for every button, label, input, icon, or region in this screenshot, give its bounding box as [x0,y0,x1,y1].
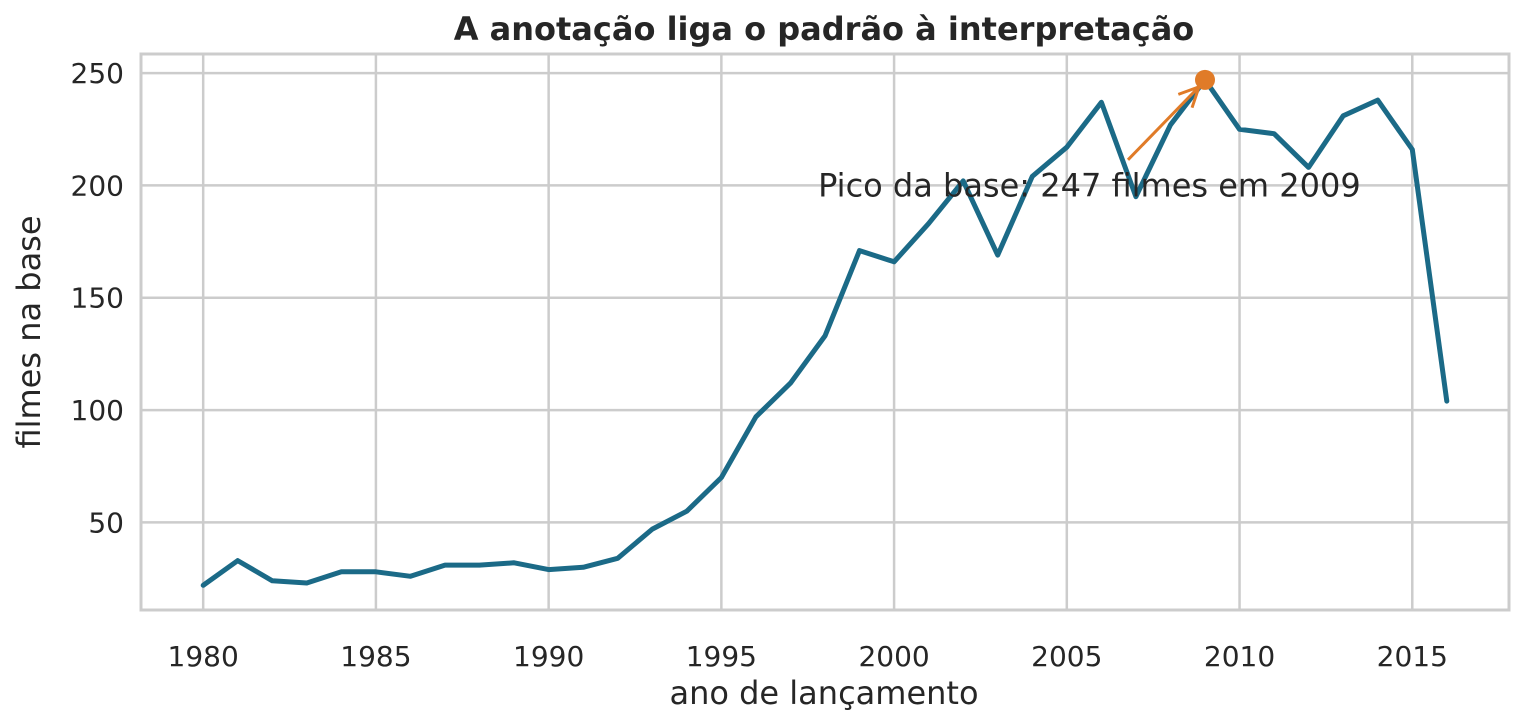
y-tick-label: 200 [71,169,124,202]
annotation-arrowhead [1177,84,1202,109]
x-tick-label: 1980 [168,640,239,673]
x-tick-label: 1995 [686,640,757,673]
annotation-arrow [1126,85,1201,161]
x-axis-title: ano de lançamento [669,674,978,712]
annotation-layer: Pico da base: 247 filmes em 2009 [818,69,1361,204]
y-tick-label: 100 [71,394,124,427]
peak-marker [1195,69,1215,90]
y-tick-label: 50 [88,506,124,539]
series-line [200,77,1450,588]
annotation-text: Pico da base: 247 filmes em 2009 [818,166,1361,204]
x-tick-label: 2005 [1031,640,1102,673]
y-tick-labels: 50 100 150 200 250 [71,57,124,539]
x-tick-label: 2015 [1377,640,1448,673]
x-tick-label: 1985 [340,640,411,673]
chart-title: A anotação liga o padrão à interpretação [454,10,1195,48]
x-tick-labels: 1980 1985 1990 1995 2000 2005 2010 2015 [168,640,1448,673]
y-tick-label: 150 [71,282,124,315]
series-layer [200,77,1450,588]
y-axis-title: filmes na base [10,215,48,448]
x-tick-label: 2010 [1204,640,1275,673]
x-tick-label: 2000 [858,640,929,673]
y-tick-label: 250 [71,57,124,90]
x-tick-label: 1990 [513,640,584,673]
plot-frame [139,52,1511,612]
